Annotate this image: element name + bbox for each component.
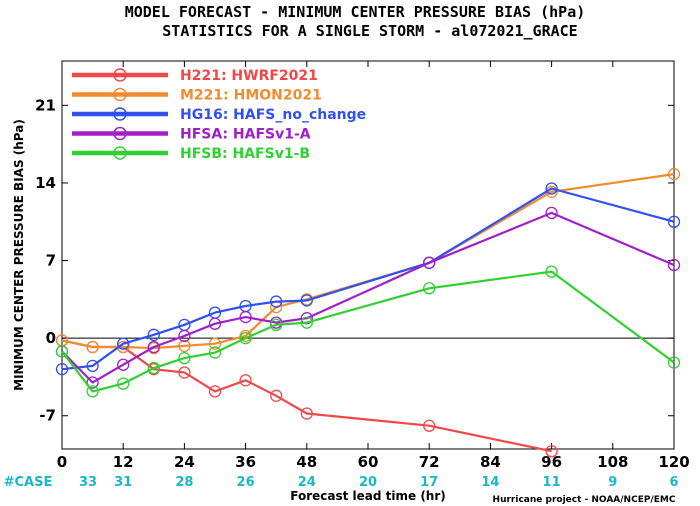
- data-point: [147, 328, 160, 341]
- y-tick-label: 0: [46, 329, 56, 347]
- legend-label: HFSA: HAFSv1-A: [180, 127, 311, 143]
- x-axis: 0 12 24 36 48 60 72 84 96 108 120: [57, 61, 690, 471]
- series-layer: [55, 167, 681, 458]
- data-point: [545, 265, 558, 278]
- credit-text: Hurricane project - NOAA/NCEP/EMC: [493, 495, 676, 505]
- data-point: [545, 182, 558, 195]
- x-axis-label: Forecast lead time (hr): [290, 489, 446, 503]
- legend-label: M221: HMON2021: [180, 88, 322, 104]
- case-label: #CASE: [4, 475, 53, 490]
- chart-title: MODEL FORECAST - MINIMUM CENTER PRESSURE…: [125, 3, 586, 21]
- legend: H221: HWRF2021 M221: HMON2021 HG16: HAFS_n…: [72, 68, 366, 162]
- data-point: [545, 445, 558, 458]
- legend-label: HG16: HAFS_no_change: [180, 107, 366, 123]
- data-point: [239, 310, 252, 324]
- data-point: [239, 331, 252, 345]
- y-axis: -7 0 7 14 21: [35, 96, 674, 425]
- case-count: 24: [298, 475, 316, 490]
- legend-label: HFSB: HAFSv1-B: [180, 146, 310, 162]
- x-tick-label: 108: [597, 453, 628, 471]
- x-tick-label: 0: [57, 453, 67, 471]
- data-point: [667, 215, 681, 228]
- data-point: [117, 377, 130, 390]
- case-count: 6: [669, 475, 678, 490]
- data-point: [270, 389, 283, 402]
- data-point: [270, 295, 283, 308]
- data-point: [423, 419, 436, 432]
- data-point: [300, 407, 313, 420]
- case-count: 26: [237, 475, 255, 490]
- data-point: [667, 167, 681, 181]
- y-tick-label: 14: [35, 174, 56, 192]
- legend-marker: [113, 68, 127, 82]
- series-3: [55, 206, 681, 389]
- data-point: [667, 258, 681, 272]
- data-point: [178, 329, 191, 343]
- legend-marker: [113, 87, 127, 102]
- data-point: [300, 316, 313, 329]
- chart-subtitle: STATISTICS FOR A SINGLE STORM - al072021…: [162, 22, 577, 40]
- case-count: 11: [543, 475, 561, 490]
- y-tick-label: 7: [46, 252, 56, 270]
- series-2: [55, 182, 681, 376]
- legend-marker: [113, 126, 127, 141]
- x-tick-label: 48: [296, 453, 317, 471]
- case-count: 17: [420, 475, 438, 490]
- x-tick-label: 60: [358, 453, 379, 471]
- data-point: [147, 340, 160, 354]
- data-point: [208, 337, 222, 350]
- data-point: [667, 356, 681, 369]
- series-4: [55, 265, 681, 398]
- case-count-row: #CASE 33 31 28 26 24 20 17 14 11 9 6: [4, 475, 679, 490]
- data-point: [178, 366, 191, 379]
- data-point: [239, 374, 252, 387]
- x-tick-label: 96: [541, 453, 562, 471]
- x-tick-label: 36: [235, 453, 256, 471]
- plot-area: [61, 60, 675, 450]
- case-count: 31: [114, 475, 132, 490]
- x-tick-label: 12: [113, 453, 134, 471]
- data-point: [55, 345, 69, 358]
- case-count: 14: [481, 475, 499, 490]
- data-point: [545, 206, 558, 220]
- x-tick-label: 24: [174, 453, 195, 471]
- legend-label: H221: HWRF2021: [180, 68, 318, 84]
- data-point: [423, 256, 436, 269]
- case-count: 33: [79, 475, 97, 490]
- data-point: [208, 385, 222, 398]
- plot-frame: [61, 60, 675, 450]
- case-count: 9: [608, 475, 617, 490]
- legend-marker: [113, 146, 127, 160]
- case-count: 28: [175, 475, 193, 490]
- y-axis-label: MINIMUM CENTER PRESSURE BIAS (hPa): [12, 119, 26, 391]
- case-count: 20: [359, 475, 377, 490]
- x-tick-label: 84: [480, 453, 501, 471]
- x-tick-label: 120: [658, 453, 689, 471]
- data-point: [86, 359, 99, 373]
- data-point: [178, 339, 191, 353]
- data-point: [178, 351, 191, 365]
- data-point: [208, 317, 222, 330]
- series-line: [61, 187, 675, 371]
- data-point: [86, 385, 99, 398]
- data-point: [300, 294, 313, 307]
- data-point: [86, 340, 99, 354]
- data-point: [117, 337, 130, 350]
- y-tick-label: 21: [35, 96, 56, 114]
- data-point: [423, 282, 436, 295]
- data-point: [208, 346, 222, 359]
- legend-marker: [113, 107, 127, 121]
- data-point: [117, 358, 130, 371]
- x-tick-label: 72: [419, 453, 440, 471]
- data-point: [270, 318, 283, 331]
- data-point: [147, 361, 160, 375]
- data-point: [55, 363, 69, 376]
- y-tick-label: -7: [39, 407, 56, 425]
